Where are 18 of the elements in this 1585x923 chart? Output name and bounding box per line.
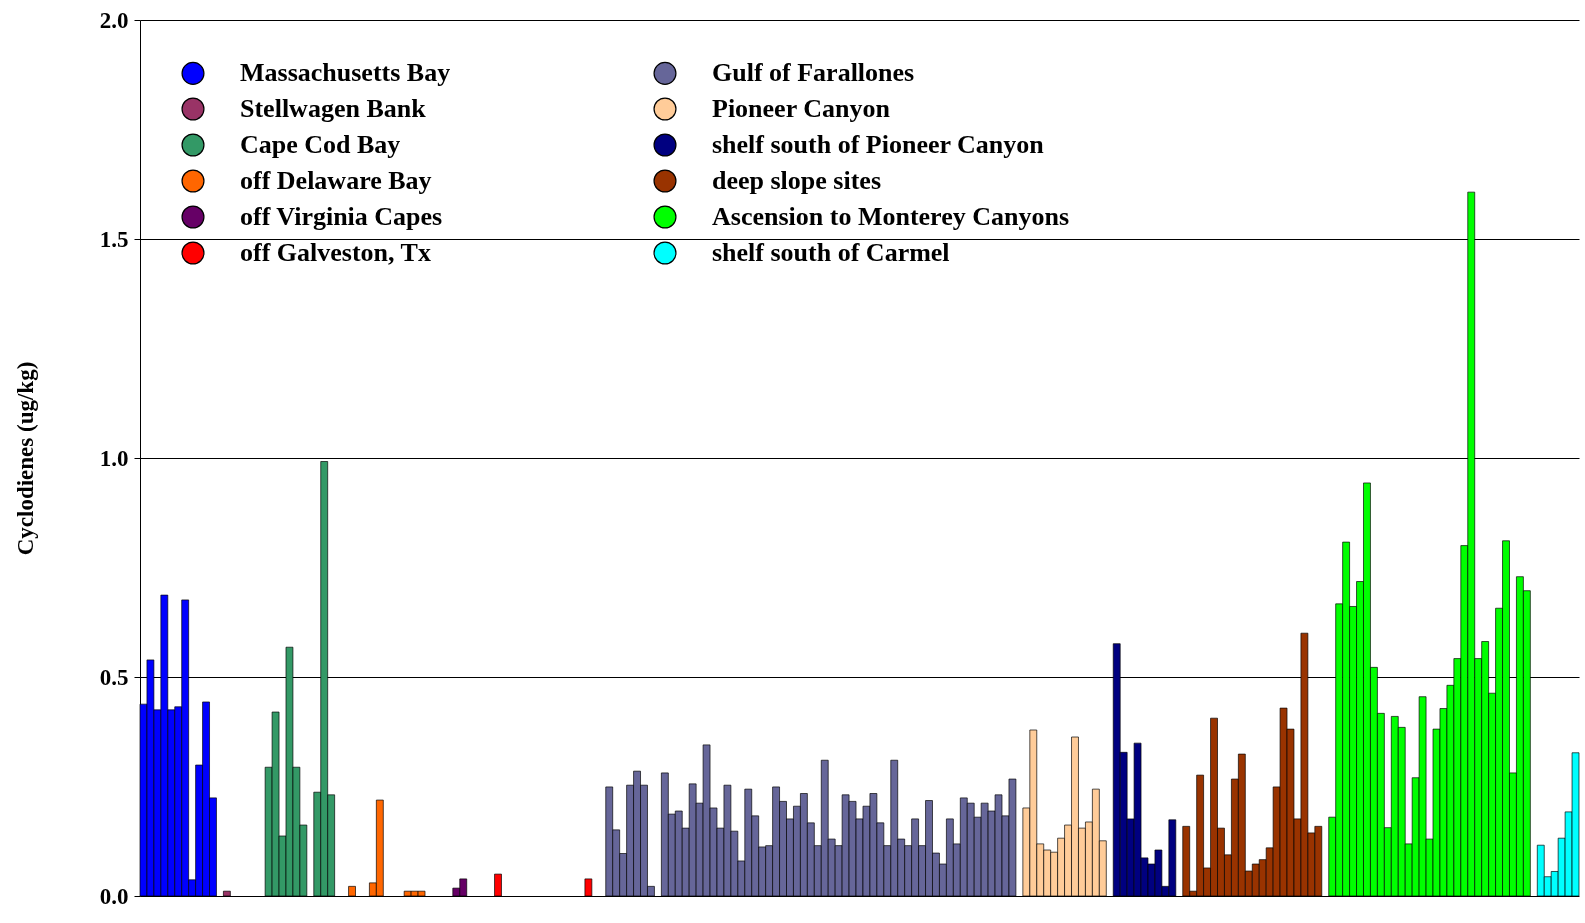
legend-label: shelf south of Carmel [712, 238, 950, 267]
y-tick-label: 2.0 [99, 7, 129, 33]
legend-label: off Galveston, Tx [240, 238, 431, 267]
y-tick-label: 1.0 [99, 445, 129, 471]
legend-label: Pioneer Canyon [712, 94, 891, 123]
legend-label: Massachusetts Bay [240, 58, 451, 88]
legend-label: shelf south of Pioneer Canyon [712, 130, 1045, 159]
legend-label: deep slope sites [712, 166, 881, 195]
legend-label: off Virginia Capes [240, 202, 443, 231]
y-axis-title: Cyclodienes (ug/kg) [12, 361, 38, 556]
legend-label: Stellwagen Bank [240, 94, 427, 123]
legend-label: off Delaware Bay [240, 166, 432, 195]
legend-label: Gulf of Farallones [712, 58, 915, 88]
y-tick-label: 0.5 [99, 664, 129, 690]
y-tick-label: 0.0 [99, 883, 129, 909]
y-tick-label: 1.5 [99, 226, 129, 252]
legend-label: Cape Cod Bay [240, 130, 401, 159]
legend-label: Ascension to Monterey Canyons [712, 202, 1070, 231]
